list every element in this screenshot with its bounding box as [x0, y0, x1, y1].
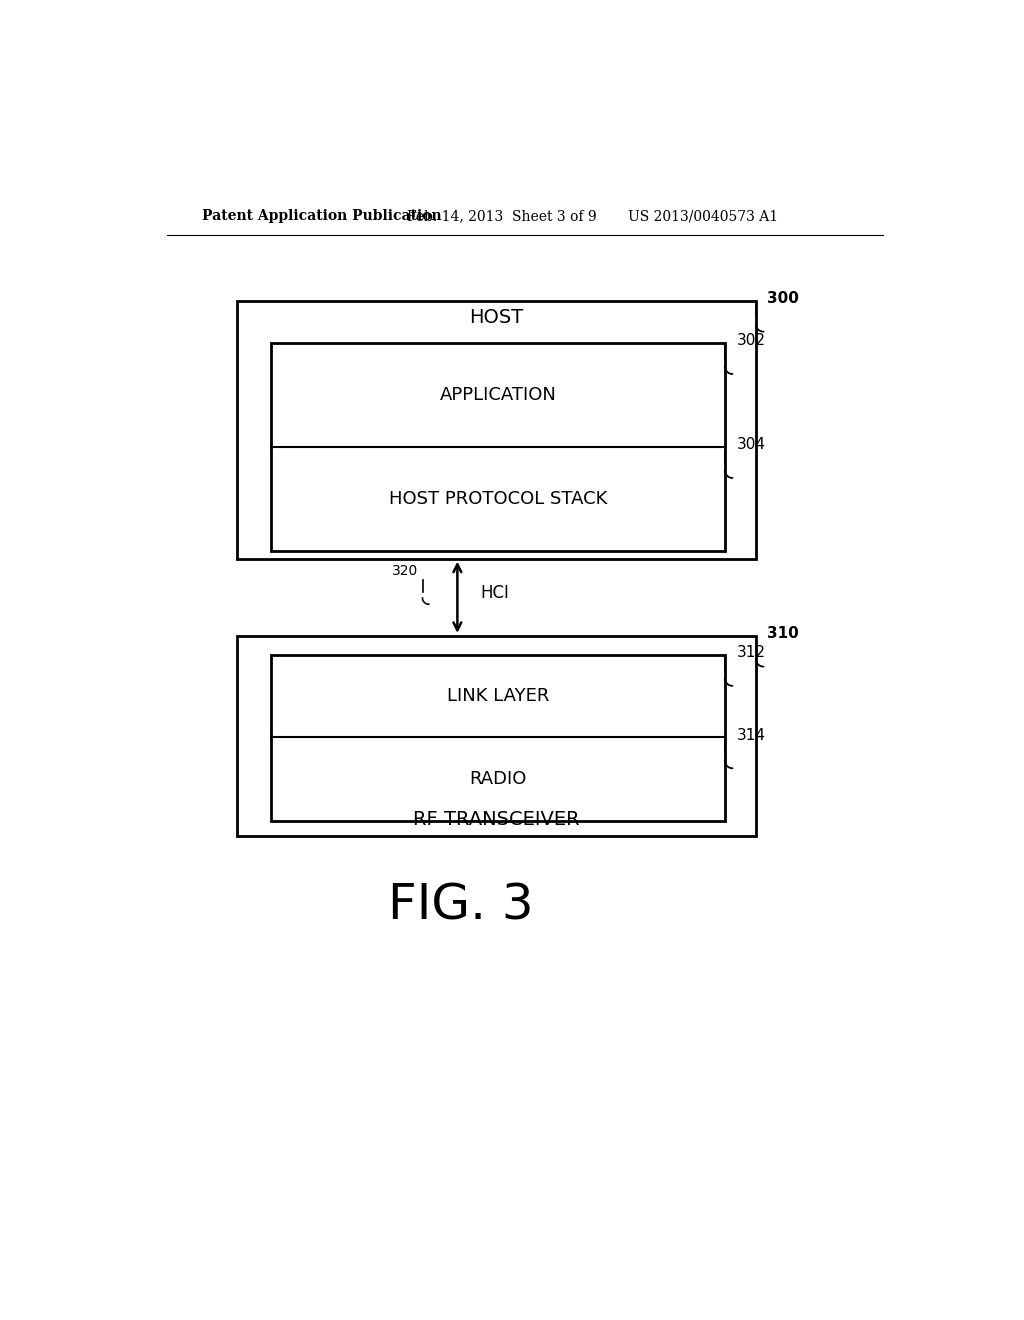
Bar [237, 636, 756, 836]
Bar [271, 655, 725, 821]
Text: 312: 312 [736, 645, 765, 660]
Text: 310: 310 [767, 626, 799, 642]
Text: Patent Application Publication: Patent Application Publication [202, 209, 441, 223]
Text: US 2013/0040573 A1: US 2013/0040573 A1 [628, 209, 778, 223]
Text: Feb. 14, 2013  Sheet 3 of 9: Feb. 14, 2013 Sheet 3 of 9 [407, 209, 597, 223]
Text: 300: 300 [767, 290, 800, 306]
Text: RADIO: RADIO [469, 770, 526, 788]
Text: 302: 302 [736, 334, 765, 348]
Text: HOST: HOST [469, 309, 523, 327]
Text: HCI: HCI [480, 585, 510, 602]
Text: HOST PROTOCOL STACK: HOST PROTOCOL STACK [389, 490, 607, 508]
Text: 314: 314 [736, 727, 765, 743]
Text: 304: 304 [736, 437, 765, 453]
Bar [237, 301, 756, 558]
Bar [271, 343, 725, 552]
Text: APPLICATION: APPLICATION [439, 387, 556, 404]
Text: FIG. 3: FIG. 3 [388, 882, 535, 929]
Text: 320: 320 [392, 564, 419, 578]
Text: LINK LAYER: LINK LAYER [446, 688, 549, 705]
Text: RF TRANSCEIVER: RF TRANSCEIVER [413, 809, 580, 829]
